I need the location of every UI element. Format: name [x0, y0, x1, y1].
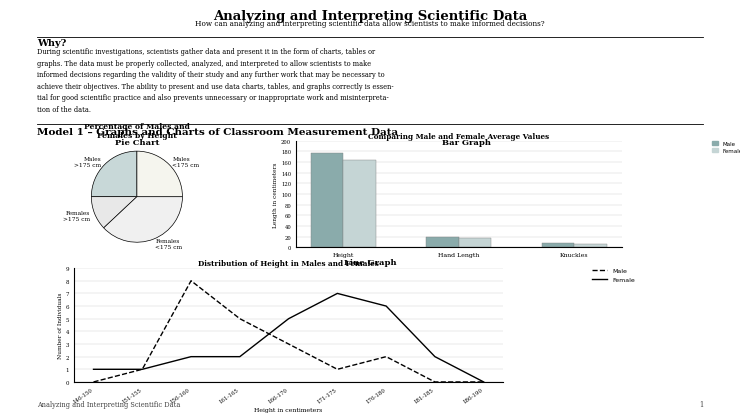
Title: Distribution of Height in Males and Females: Distribution of Height in Males and Fema… [198, 260, 379, 268]
Wedge shape [137, 152, 183, 197]
Female [431, 354, 440, 359]
Text: achieve their objectives. The ability to present and use data charts, tables, an: achieve their objectives. The ability to… [37, 83, 394, 90]
Text: Why?: Why? [37, 39, 67, 48]
Y-axis label: Length in centimeters: Length in centimeters [273, 162, 278, 227]
Wedge shape [91, 152, 137, 197]
Text: Analyzing and Interpreting Scientific Data: Analyzing and Interpreting Scientific Da… [213, 10, 527, 23]
Female [480, 380, 488, 385]
Title: Comparing Male and Female Average Values: Comparing Male and Female Average Values [369, 133, 549, 140]
Male [480, 380, 488, 385]
Male [431, 380, 440, 385]
Text: Analyzing and Interpreting Scientific Data: Analyzing and Interpreting Scientific Da… [37, 400, 181, 408]
Bar [574, 244, 607, 248]
Female [186, 354, 195, 359]
Text: tial for good scientific practice and also prevents unnecessary or inappropriate: tial for good scientific practice and al… [37, 94, 388, 102]
Text: Line Graph: Line Graph [343, 258, 397, 266]
Male [138, 367, 147, 372]
Text: During scientific investigations, scientists gather data and present it in the f: During scientific investigations, scient… [37, 48, 375, 56]
Legend: Male, Female: Male, Female [713, 142, 740, 154]
Male [186, 279, 195, 284]
Male [235, 316, 244, 321]
Text: Males
<175 cm: Males <175 cm [172, 157, 200, 167]
Bar [426, 237, 459, 248]
Wedge shape [104, 197, 183, 242]
Female [382, 304, 391, 309]
Text: Females
<175 cm: Females <175 cm [155, 238, 183, 249]
X-axis label: Height in centimeters: Height in centimeters [255, 407, 323, 412]
Bar [542, 243, 574, 248]
Text: informed decisions regarding the validity of their study and any further work th: informed decisions regarding the validit… [37, 71, 385, 79]
Male [333, 367, 342, 372]
Line: Female: Female [93, 294, 484, 382]
Text: 1: 1 [699, 400, 703, 408]
Female [89, 367, 98, 372]
Legend: Male, Female: Male, Female [589, 266, 637, 285]
Text: tion of the data.: tion of the data. [37, 106, 91, 114]
Text: Males
>175 cm: Males >175 cm [74, 157, 101, 167]
Male [284, 342, 293, 347]
Female [235, 354, 244, 359]
Text: How can analyzing and interpreting scientific data allow scientists to make info: How can analyzing and interpreting scien… [195, 20, 545, 28]
Text: Model 1 – Graphs and Charts of Classroom Measurement Data: Model 1 – Graphs and Charts of Classroom… [37, 128, 398, 137]
Text: Bar Graph: Bar Graph [442, 138, 491, 146]
Line: Male: Male [93, 281, 484, 382]
Male [89, 380, 98, 385]
Title: Percentage of Males and
Females by Height: Percentage of Males and Females by Heigh… [84, 123, 190, 140]
Bar [311, 154, 343, 248]
Bar [343, 161, 376, 248]
Female [284, 316, 293, 321]
Wedge shape [91, 197, 137, 228]
Female [333, 291, 342, 296]
Female [138, 367, 147, 372]
Bar [459, 239, 491, 248]
Y-axis label: Number of Individuals: Number of Individuals [58, 292, 63, 358]
Male [382, 354, 391, 359]
Text: Females
>175 cm: Females >175 cm [63, 210, 90, 221]
Text: Pie Chart: Pie Chart [115, 138, 159, 146]
Text: graphs. The data must be properly collected, analyzed, and interpreted to allow : graphs. The data must be properly collec… [37, 59, 371, 67]
